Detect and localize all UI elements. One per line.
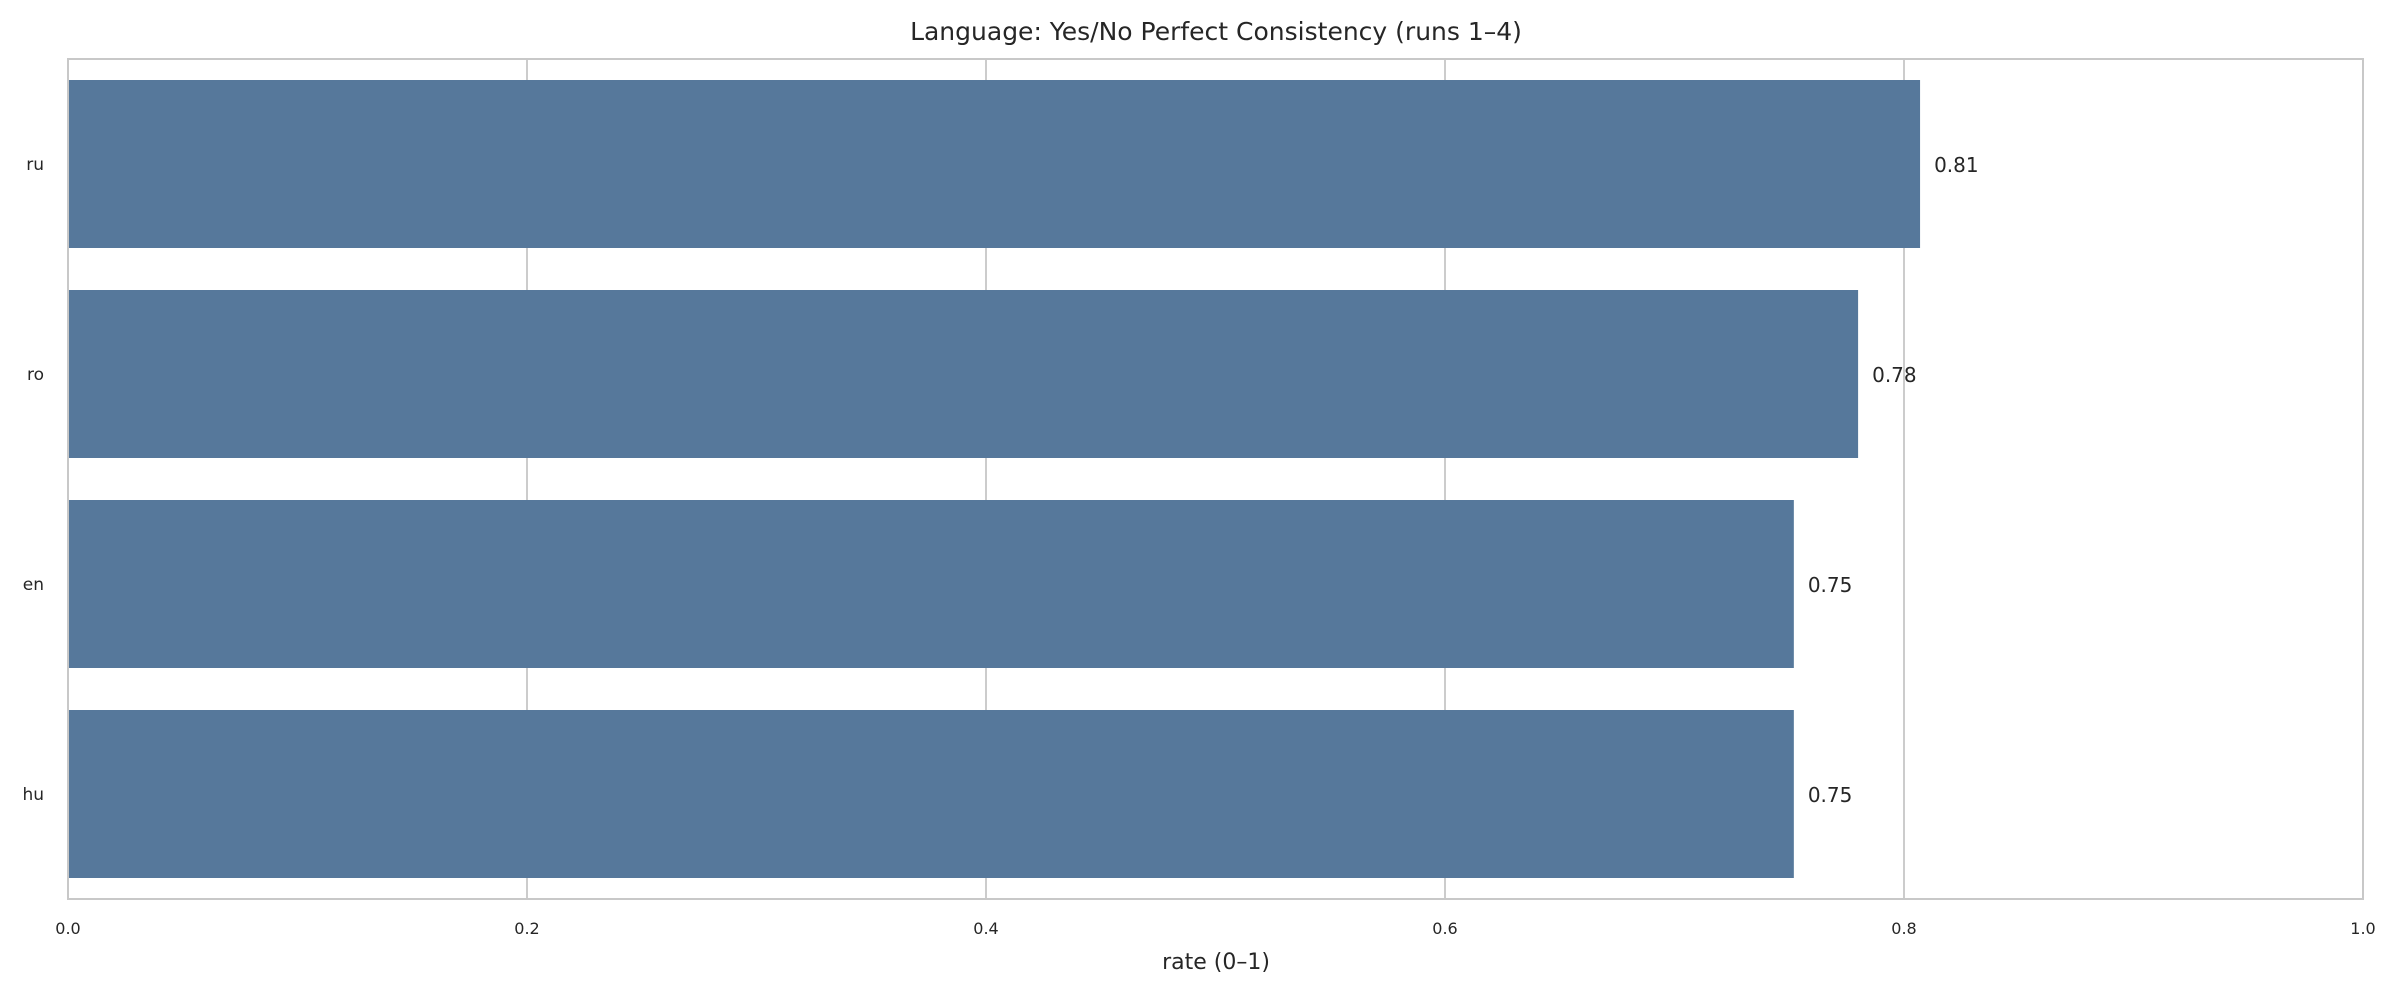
bar-ru bbox=[68, 80, 1921, 248]
x-tick-label: 0.2 bbox=[514, 919, 539, 938]
value-label-ru: 0.81 bbox=[1934, 153, 1979, 177]
value-labels: 0.81 0.78 0.75 0.75 bbox=[1808, 153, 1979, 807]
plot-frame bbox=[67, 58, 2364, 900]
x-axis-label: rate (0–1) bbox=[1162, 950, 1270, 975]
x-tick-label: 1.0 bbox=[2350, 919, 2375, 938]
x-tick-label: 0.0 bbox=[55, 919, 80, 938]
x-tick-label: 0.4 bbox=[973, 919, 998, 938]
y-tick-label-en: en bbox=[23, 575, 44, 595]
value-label-ro: 0.78 bbox=[1872, 363, 1917, 387]
x-tick-label: 0.6 bbox=[1432, 919, 1457, 938]
bar-hu bbox=[68, 710, 1794, 878]
value-label-en: 0.75 bbox=[1808, 573, 1853, 597]
x-axis-tick-labels: 0.0 0.2 0.4 0.6 0.8 1.0 bbox=[55, 919, 2375, 938]
bar-en bbox=[68, 500, 1794, 668]
y-tick-label-hu: hu bbox=[22, 785, 44, 805]
bars bbox=[68, 80, 1921, 878]
x-tick-label: 0.8 bbox=[1891, 919, 1916, 938]
chart-title: Language: Yes/No Perfect Consistency (ru… bbox=[910, 17, 1522, 46]
value-label-hu: 0.75 bbox=[1808, 783, 1853, 807]
y-tick-label-ro: ro bbox=[27, 365, 44, 385]
y-tick-label-ru: ru bbox=[26, 155, 44, 175]
y-axis-tick-labels: ru ro en hu bbox=[22, 155, 44, 805]
bar-ro bbox=[68, 290, 1859, 458]
